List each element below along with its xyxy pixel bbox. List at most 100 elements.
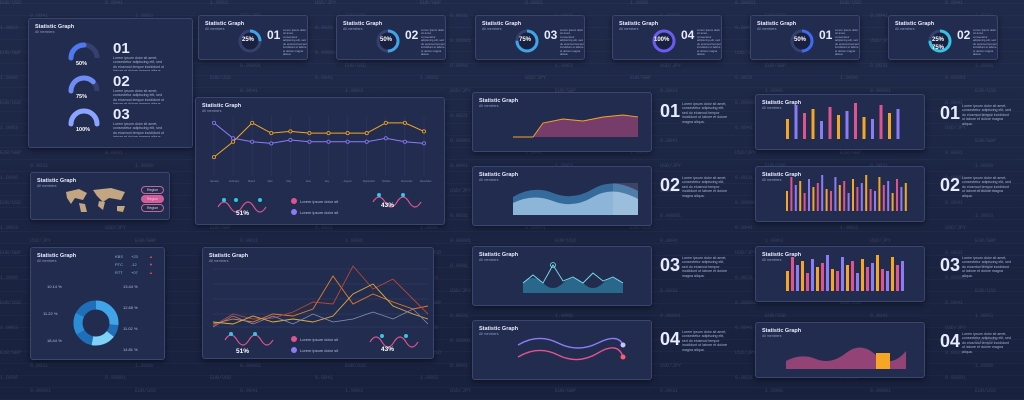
ticker-text: EUR/GBP — [210, 225, 232, 231]
ticker-text: 0.0031 — [660, 387, 679, 394]
x-tick-label: February — [229, 180, 240, 183]
bar — [852, 179, 854, 211]
stat-description: Lorem ipsum dolor sit amet, consectetur … — [697, 29, 721, 55]
ticker-text: 0.0031 — [870, 62, 889, 69]
ticker-text: 0.00091 — [735, 300, 757, 306]
panel-title: Statistic Graph — [202, 103, 242, 109]
ticker-text: 1.9963 — [210, 0, 229, 6]
series-a-line-point — [307, 131, 312, 136]
donut-label: 11.02 % — [123, 326, 138, 331]
ticker-text: 1.0996 — [0, 275, 19, 281]
bar-chart-card: Statistic Graph All members — [755, 246, 925, 302]
series-a-line-point — [231, 139, 236, 144]
ticker-text: 0.00091 — [945, 375, 967, 381]
ticker-text: EUR/GBP — [975, 237, 997, 244]
bar — [865, 175, 868, 211]
ticker-text: 0.0031 — [450, 212, 469, 219]
bar — [886, 271, 889, 291]
ticker-text: EUR/USD — [975, 187, 997, 194]
ticker-text: 0.00091 — [450, 337, 472, 344]
map-legend-item: Region — [141, 204, 165, 212]
ticker-text: 0.00091 — [240, 62, 262, 69]
ticker-symbol: RTT — [115, 270, 123, 275]
ticker-text: USD/JPY — [945, 125, 967, 131]
wave-left — [217, 198, 267, 213]
donut-label: 14.81 % — [123, 347, 138, 352]
bar — [811, 259, 814, 291]
bar — [826, 255, 829, 291]
multi-line-panel: Statistic Graph All members 51% Lorem ip… — [202, 247, 434, 359]
bar — [801, 261, 804, 291]
panel-title: Statistic Graph — [35, 24, 75, 30]
ticker-text: 0.0031 — [870, 163, 888, 169]
x-tick-label: December — [420, 180, 432, 183]
panel-subtitle: All members — [37, 259, 57, 263]
ticker-text: 1.0996 — [0, 175, 19, 181]
ticker-text: 1.9963 — [420, 375, 439, 381]
ticker-text: 0.0041 — [945, 200, 964, 206]
ticker-text: EUR/GBP — [0, 50, 22, 56]
series-b-line-point — [269, 141, 274, 146]
stat-number: 02 — [405, 28, 419, 42]
stat-card: Statistic Graph All members 25% 01 Lorem ips… — [198, 15, 308, 60]
ticker-text: 0.0031 — [315, 225, 334, 231]
stat-description: Lorem ipsum dolor sit amet, consectetur … — [560, 29, 584, 55]
series-a-line-point — [402, 120, 407, 125]
wave-right — [369, 334, 419, 348]
x-tick-label: January — [210, 180, 220, 183]
bar — [891, 193, 894, 211]
ticker-text: 0.0041 — [525, 150, 544, 156]
series-a-line-point — [364, 131, 369, 136]
bar — [803, 113, 806, 139]
ticker-text: 0.0041 — [735, 125, 754, 131]
stat-card: Statistic Graph All members 50% 02 Lorem ips… — [336, 15, 446, 60]
series-a-line-point — [345, 131, 350, 136]
ticker-text: 1.0996 — [345, 237, 364, 244]
legend-dot-pink — [291, 336, 297, 342]
arrow-down-icon: ▼ — [149, 262, 153, 267]
ticker-text: 0.00091 — [735, 0, 757, 6]
ticker-text: 0.0041 — [240, 87, 259, 94]
panel-title: Statistic Graph — [37, 178, 77, 184]
gauge-percent: 50% — [76, 61, 88, 67]
ticker-text: 1.9963 — [555, 163, 573, 169]
bar — [821, 263, 824, 291]
bar — [901, 261, 904, 291]
ticker-text: 1.9963 — [975, 112, 994, 119]
ticker-text: 1.9963 — [135, 12, 154, 19]
ticker-text: EUR/GBP — [975, 137, 997, 144]
ticker-text: 0.0041 — [945, 100, 964, 106]
bar — [879, 105, 883, 139]
ticker-text: 0.00091 — [105, 375, 127, 381]
gauge-panel: Statistic Graph All members 50% 01 Lorem i… — [28, 18, 193, 148]
ticker-text: 0.00091 — [870, 87, 892, 94]
panel-title: Statistic Graph — [479, 172, 519, 178]
ticker-text: USD/JPY — [870, 237, 892, 244]
panel-subtitle: All members — [479, 258, 499, 262]
series-a-line-point — [383, 120, 388, 125]
panel-subtitle: All members — [209, 259, 229, 263]
series-b-line-point — [345, 139, 350, 144]
bar — [891, 257, 894, 291]
ticker-text: EUR/USD — [765, 312, 787, 319]
panel-title: Statistic Graph — [762, 172, 802, 178]
bar — [904, 183, 907, 211]
series-b-line-point — [402, 139, 407, 144]
bar-chart-card: Statistic Graph All members — [755, 322, 925, 378]
panel-subtitle: All members — [479, 332, 499, 336]
gauge-description: Lorem ipsum dolor sit amet, consectetur … — [113, 56, 164, 71]
card-number: 03 — [940, 255, 961, 275]
bar — [861, 259, 864, 291]
series-b-line-point — [383, 136, 388, 141]
bar — [876, 255, 879, 291]
panel-title: Statistic Graph — [895, 21, 935, 27]
bar — [896, 179, 898, 211]
gauge-arc — [68, 108, 100, 127]
x-tick-label: March — [248, 180, 256, 183]
ticker-text: 1.9963 — [975, 312, 994, 319]
ticker-text: 0.0041 — [105, 0, 124, 6]
ticker-text: 1.9963 — [420, 75, 439, 81]
series-a-line — [213, 122, 425, 158]
ticker-text: USD/JPY — [735, 250, 757, 256]
ticker-text: 0.00091 — [240, 362, 262, 369]
